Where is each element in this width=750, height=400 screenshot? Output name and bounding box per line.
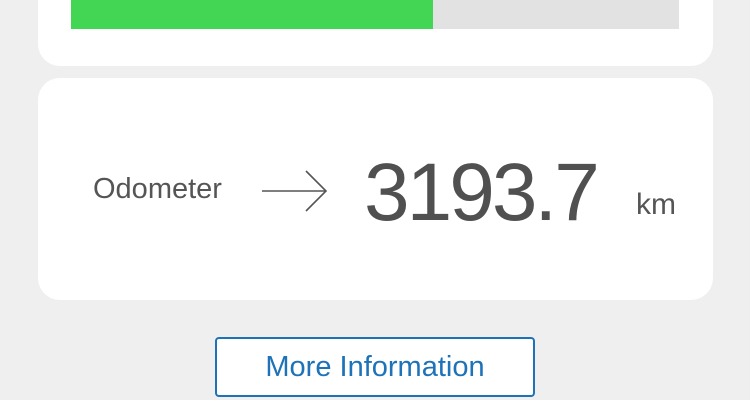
progress-card [38, 0, 713, 66]
progress-bar [71, 0, 679, 29]
arrow-right-icon [262, 170, 328, 212]
odometer-unit: km [636, 188, 676, 221]
progress-bar-fill [71, 0, 433, 29]
odometer-value: 3193.7 [364, 147, 600, 238]
more-information-button[interactable]: More Information [215, 337, 535, 397]
odometer-card: Odometer 3193.7 km [38, 78, 713, 300]
odometer-label: Odometer [93, 173, 222, 205]
